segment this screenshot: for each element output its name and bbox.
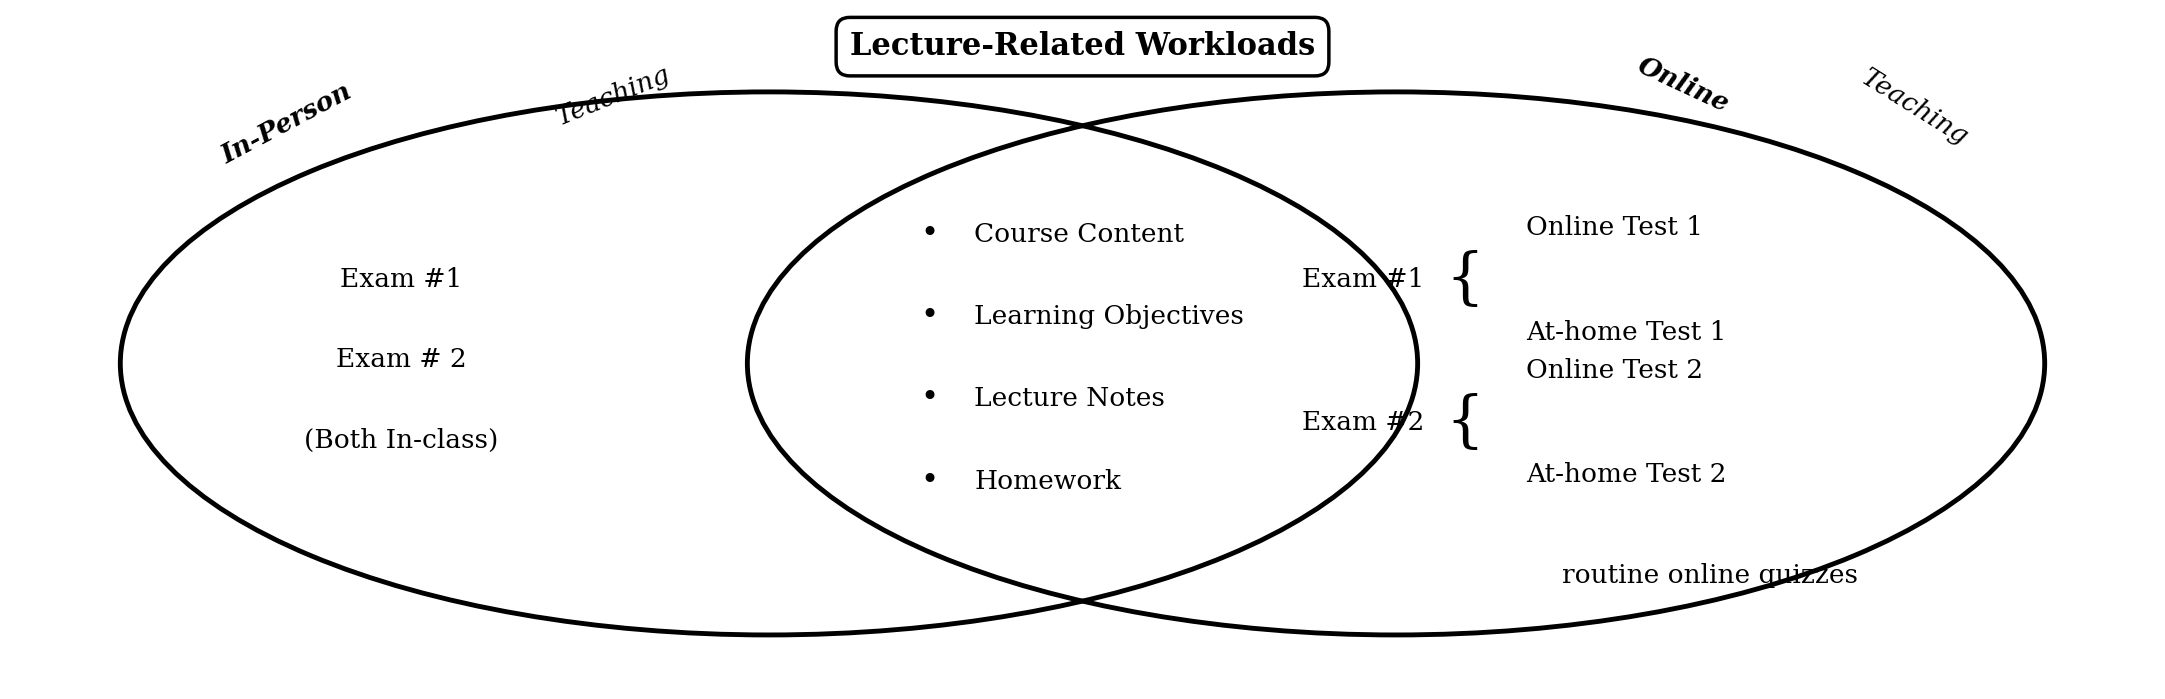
Text: Lecture-Related Workloads: Lecture-Related Workloads: [851, 31, 1314, 62]
Text: Lecture Notes: Lecture Notes: [974, 387, 1165, 412]
Text: •: •: [920, 301, 937, 332]
Text: Teaching: Teaching: [1858, 64, 1972, 150]
Text: Online Test 1: Online Test 1: [1526, 215, 1702, 240]
Text: Teaching: Teaching: [552, 61, 673, 129]
Text: Online: Online: [1635, 53, 1734, 117]
Ellipse shape: [747, 92, 2044, 635]
Text: In-Person: In-Person: [219, 78, 357, 168]
Text: routine online quizzes: routine online quizzes: [1561, 563, 1858, 589]
Text: •: •: [920, 466, 937, 496]
Text: Online Test 2: Online Test 2: [1526, 358, 1704, 383]
Text: Learning Objectives: Learning Objectives: [974, 304, 1245, 329]
Text: Exam #1: Exam #1: [1301, 268, 1425, 292]
Text: {: {: [1446, 250, 1485, 310]
Text: (Both In-class): (Both In-class): [305, 428, 498, 452]
Text: At-home Test 2: At-home Test 2: [1526, 462, 1726, 487]
Text: {: {: [1446, 393, 1485, 452]
Text: •: •: [920, 219, 937, 250]
Ellipse shape: [121, 92, 1418, 635]
Text: Exam #1: Exam #1: [340, 268, 463, 292]
Text: Exam #2: Exam #2: [1301, 410, 1425, 435]
Text: At-home Test 1: At-home Test 1: [1526, 319, 1726, 345]
Text: Homework: Homework: [974, 468, 1121, 493]
Text: Course Content: Course Content: [974, 222, 1184, 247]
Text: Exam # 2: Exam # 2: [336, 347, 468, 373]
Text: •: •: [920, 384, 937, 415]
